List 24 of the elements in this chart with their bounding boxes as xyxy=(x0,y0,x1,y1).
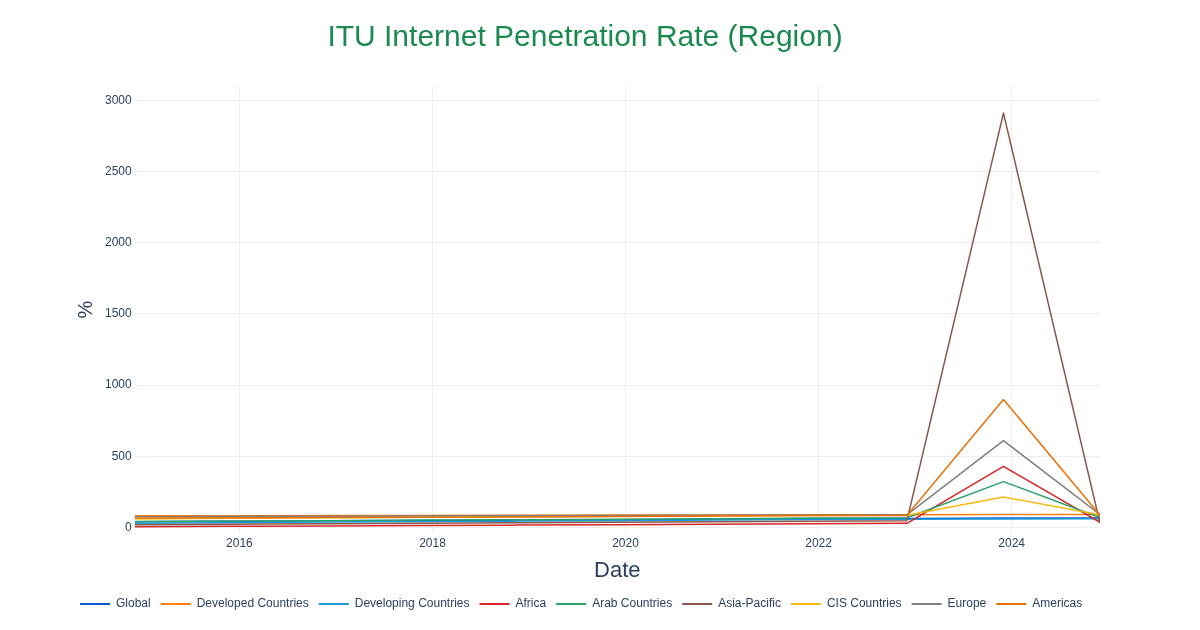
y-tick-label: 3000 xyxy=(104,92,133,107)
x-tick-label: 2020 xyxy=(612,535,640,550)
x-tick-label: 2024 xyxy=(998,535,1026,550)
y-tick-label: 1000 xyxy=(104,377,133,392)
legend-label: Global xyxy=(116,596,151,611)
x-tick-label: 2016 xyxy=(226,535,254,550)
legend-label: Asia-Pacific xyxy=(718,596,781,611)
legend-label: Developing Countries xyxy=(354,596,470,611)
legend-label: Africa xyxy=(515,596,547,611)
x-axis-title: Date xyxy=(594,556,641,582)
chart-title: ITU Internet Penetration Rate (Region) xyxy=(327,19,843,53)
x-tick-label: 2018 xyxy=(419,535,447,550)
y-tick-label: 0 xyxy=(125,519,133,534)
y-tick-label: 2500 xyxy=(104,163,133,178)
legend-label: Arab Countries xyxy=(592,596,673,611)
y-axis-title: % xyxy=(73,300,96,319)
y-tick-label: 500 xyxy=(111,448,133,463)
x-tick-label: 2022 xyxy=(805,535,833,550)
legend-label: Developed Countries xyxy=(196,596,309,611)
legend-label: CIS Countries xyxy=(826,596,902,611)
legend-label: Europe xyxy=(947,596,987,611)
y-tick-label: 2000 xyxy=(104,234,133,249)
y-tick-label: 1500 xyxy=(104,306,133,321)
legend-label: Americas xyxy=(1032,596,1083,611)
